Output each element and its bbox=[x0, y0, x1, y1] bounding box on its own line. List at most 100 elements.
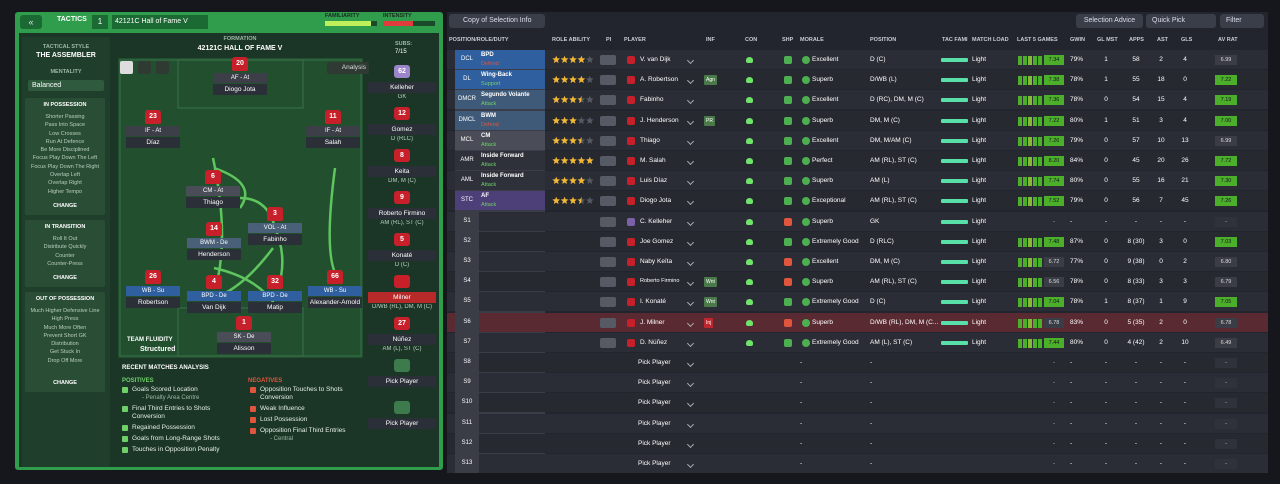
player-name[interactable]: Pick Player bbox=[638, 379, 671, 387]
player-name[interactable]: Van Dijk bbox=[187, 302, 241, 313]
position: D/WB (RL), DM, M (C... bbox=[870, 318, 939, 326]
view-icon[interactable] bbox=[138, 61, 151, 74]
change-button[interactable]: CHANGE bbox=[53, 380, 77, 386]
column-header[interactable]: INF bbox=[706, 37, 715, 43]
player-name[interactable]: Matip bbox=[248, 302, 302, 313]
table-row[interactable] bbox=[447, 211, 1268, 231]
sub-name[interactable]: Núñez bbox=[368, 334, 436, 345]
player-name[interactable]: J. Milner bbox=[640, 318, 665, 326]
row-position: AML bbox=[455, 171, 479, 191]
player-name[interactable]: Pick Player bbox=[638, 359, 671, 366]
player-name[interactable]: Pick Player bbox=[638, 399, 671, 407]
sub-name[interactable]: Gomez bbox=[368, 124, 436, 135]
player-name[interactable]: Pick Player bbox=[638, 460, 671, 467]
column-header[interactable]: AST bbox=[1157, 37, 1168, 43]
role-ability bbox=[552, 136, 594, 144]
player-name[interactable]: Diogo Jota bbox=[640, 197, 672, 205]
player-name[interactable]: Pick Player bbox=[638, 439, 671, 447]
column-header[interactable]: PLAYER bbox=[624, 37, 646, 43]
change-button[interactable]: CHANGE bbox=[53, 203, 77, 209]
row-position: S10 bbox=[455, 393, 479, 413]
column-header[interactable]: TAC FAMI bbox=[942, 37, 968, 43]
player-name[interactable]: Fabinho bbox=[640, 96, 664, 104]
column-header[interactable]: AV RAT bbox=[1218, 37, 1238, 43]
player-name[interactable]: Roberto Firmino bbox=[640, 278, 680, 285]
column-header[interactable]: POSITION/ROLE/DUTY bbox=[449, 37, 509, 43]
player-name[interactable]: Pick Player bbox=[638, 419, 671, 427]
player-name[interactable]: A. Robertson bbox=[640, 76, 678, 84]
position: - bbox=[870, 439, 873, 447]
view-icon[interactable] bbox=[120, 61, 133, 74]
quick-pick[interactable]: Quick Pick bbox=[1146, 14, 1216, 28]
analysis-button[interactable]: Analysis bbox=[327, 62, 369, 74]
filter[interactable]: Filter bbox=[1220, 14, 1264, 28]
tactic-dropdown[interactable]: 42121C Hall of Fame V bbox=[112, 15, 208, 29]
column-header[interactable]: ROLE ABILITY bbox=[552, 37, 590, 43]
player-name[interactable]: Diogo Jota bbox=[213, 84, 267, 95]
player-name[interactable]: Joe Gomez bbox=[640, 237, 674, 245]
player-name[interactable]: Robertson bbox=[126, 297, 180, 308]
negatives-label: NEGATIVES bbox=[248, 378, 283, 384]
table-row[interactable] bbox=[447, 393, 1268, 413]
sub-name[interactable]: Konaté bbox=[368, 250, 436, 261]
star-rating bbox=[552, 197, 582, 205]
player-name[interactable]: Alisson bbox=[217, 343, 271, 354]
player-name[interactable]: Naby Keïta bbox=[640, 258, 673, 265]
change-button[interactable]: CHANGE bbox=[53, 275, 77, 281]
column-header[interactable]: CON bbox=[745, 37, 758, 43]
last-rating: - bbox=[1053, 420, 1055, 427]
form-bar bbox=[1018, 338, 1022, 348]
column-header[interactable]: POSITION bbox=[870, 37, 897, 43]
condition-icon bbox=[746, 158, 753, 164]
player-name[interactable]: Luis Díaz bbox=[640, 177, 668, 185]
sub-name[interactable]: Kelleher bbox=[368, 82, 436, 93]
player-name[interactable]: Henderson bbox=[187, 249, 241, 260]
column-header[interactable]: MATCH LOAD bbox=[972, 37, 1009, 43]
player-name[interactable]: Díaz bbox=[126, 137, 180, 148]
column-header[interactable]: GLS bbox=[1181, 37, 1193, 43]
column-header[interactable]: SHP bbox=[782, 37, 794, 43]
sub-name[interactable]: Keita bbox=[368, 166, 436, 177]
table-row[interactable] bbox=[447, 373, 1268, 393]
apps: - bbox=[1134, 217, 1138, 225]
position: D (C) bbox=[870, 56, 886, 63]
glmst: - bbox=[1104, 460, 1108, 467]
column-header[interactable]: PI bbox=[606, 37, 612, 43]
sub-name[interactable]: Pick Player bbox=[368, 376, 436, 387]
sub-name[interactable]: Pick Player bbox=[368, 418, 436, 429]
player-name[interactable]: V. van Dijk bbox=[640, 56, 671, 63]
player-name[interactable]: J. Henderson bbox=[640, 116, 679, 124]
player-shirt bbox=[627, 237, 635, 246]
player-name[interactable]: Salah bbox=[306, 137, 360, 148]
player-name[interactable]: Fabinho bbox=[248, 234, 302, 245]
table-row[interactable] bbox=[447, 454, 1268, 473]
form-bar bbox=[1038, 76, 1042, 86]
column-header[interactable]: MORALE bbox=[800, 37, 824, 43]
table-row[interactable] bbox=[447, 433, 1268, 453]
column-header[interactable]: GL MST bbox=[1097, 37, 1118, 43]
column-header[interactable]: GWIN bbox=[1070, 37, 1085, 43]
player-name[interactable]: M. Salah bbox=[640, 157, 666, 164]
player-name[interactable]: Thiago bbox=[640, 136, 660, 144]
apps: 5 (35) bbox=[1127, 318, 1145, 326]
collapse-button[interactable]: « bbox=[20, 15, 42, 29]
column-header[interactable]: LAST 5 GAMES bbox=[1017, 37, 1058, 43]
view-icon[interactable] bbox=[156, 61, 169, 74]
tactic-slot[interactable]: 1 bbox=[92, 15, 108, 29]
player-name[interactable]: Alexander-Arnold bbox=[308, 297, 362, 308]
sharpness-icon bbox=[784, 237, 792, 246]
player-name[interactable]: I. Konaté bbox=[640, 298, 667, 306]
sub-name[interactable]: Roberto Firmino bbox=[368, 208, 436, 219]
table-row[interactable] bbox=[447, 353, 1268, 372]
player-name[interactable]: C. Kelleher bbox=[640, 217, 673, 225]
sub-name[interactable]: Milner bbox=[368, 292, 436, 303]
view-dropdown[interactable]: Copy of Selection Info bbox=[449, 14, 545, 28]
selection-advice[interactable]: Selection Advice bbox=[1076, 14, 1143, 28]
mentality-dropdown[interactable]: Balanced bbox=[28, 80, 104, 91]
row-position: S4 bbox=[455, 272, 479, 292]
table-row[interactable] bbox=[447, 413, 1268, 433]
column-header[interactable]: APPS bbox=[1129, 37, 1144, 43]
player-name[interactable]: D. Núñez bbox=[640, 338, 668, 346]
player-name[interactable]: Thiago bbox=[186, 197, 240, 208]
